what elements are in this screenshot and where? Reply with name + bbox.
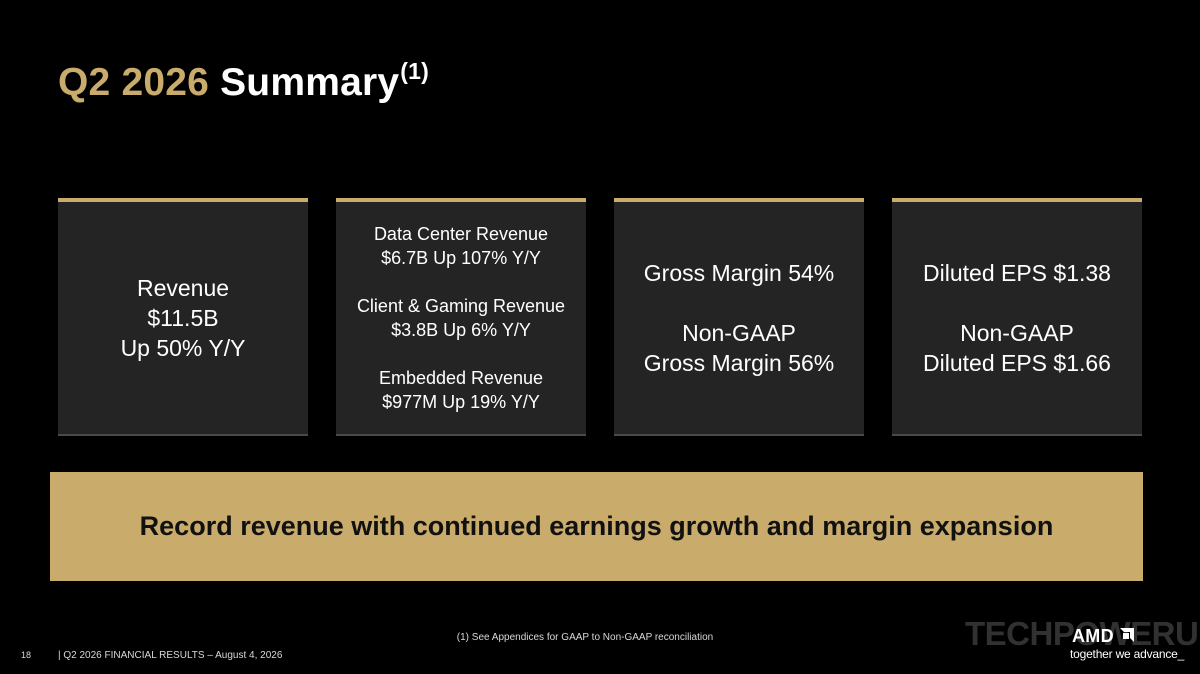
revenue-growth: Up 50% Y/Y <box>120 335 246 361</box>
title-quarter: Q2 2026 <box>58 61 210 104</box>
amd-tagline: together we advance_ <box>1070 647 1185 661</box>
segment-revenue-card: Data Center Revenue $6.7B Up 107% Y/Y Cl… <box>336 198 586 434</box>
footnote: (1) See Appendices for GAAP to Non-GAAP … <box>456 632 714 643</box>
slide-title: Q2 2026 Summary(1) <box>58 58 429 105</box>
eps-nongaap-label: Non-GAAP <box>960 320 1074 346</box>
embedded-label: Embedded Revenue <box>378 368 544 388</box>
amd-logo-word: AMD <box>1072 626 1114 646</box>
gross-margin-nongaap-label: Non-GAAP <box>682 320 796 346</box>
gross-margin-nongaap-value: Gross Margin 56% <box>643 350 835 376</box>
gross-margin-card: Gross Margin 54% Non-GAAP Gross Margin 5… <box>614 198 864 434</box>
revenue-value: $11.5B <box>147 305 219 331</box>
eps-gaap: Diluted EPS $1.38 <box>923 260 1111 286</box>
client-gaming-value: $3.8B Up 6% Y/Y <box>391 320 531 340</box>
title-footnote-ref: (1) <box>400 58 429 84</box>
title-main: Summary <box>220 61 400 104</box>
summary-banner: Record revenue with continued earnings g… <box>50 472 1143 581</box>
client-gaming-label: Client & Gaming Revenue <box>356 296 566 316</box>
amd-logo: AMD together we advance_ <box>1070 626 1190 666</box>
summary-banner-text: Record revenue with continued earnings g… <box>139 511 1054 541</box>
techpowerup-watermark: TECHPOWERUP <box>965 615 1200 652</box>
page-number: 18 <box>21 650 32 660</box>
data-center-value: $6.7B Up 107% Y/Y <box>381 248 541 268</box>
eps-card: Diluted EPS $1.38 Non-GAAP Diluted EPS $… <box>892 198 1142 434</box>
gross-margin-gaap: Gross Margin 54% <box>643 260 835 286</box>
amd-arrow-icon <box>1120 628 1134 642</box>
revenue-card: Revenue $11.5B Up 50% Y/Y <box>58 198 308 434</box>
footer-text: | Q2 2026 FINANCIAL RESULTS – August 4, … <box>58 650 283 661</box>
revenue-label: Revenue <box>136 275 230 301</box>
eps-nongaap-value: Diluted EPS $1.66 <box>923 350 1111 376</box>
data-center-label: Data Center Revenue <box>373 224 549 244</box>
embedded-value: $977M Up 19% Y/Y <box>382 392 540 412</box>
